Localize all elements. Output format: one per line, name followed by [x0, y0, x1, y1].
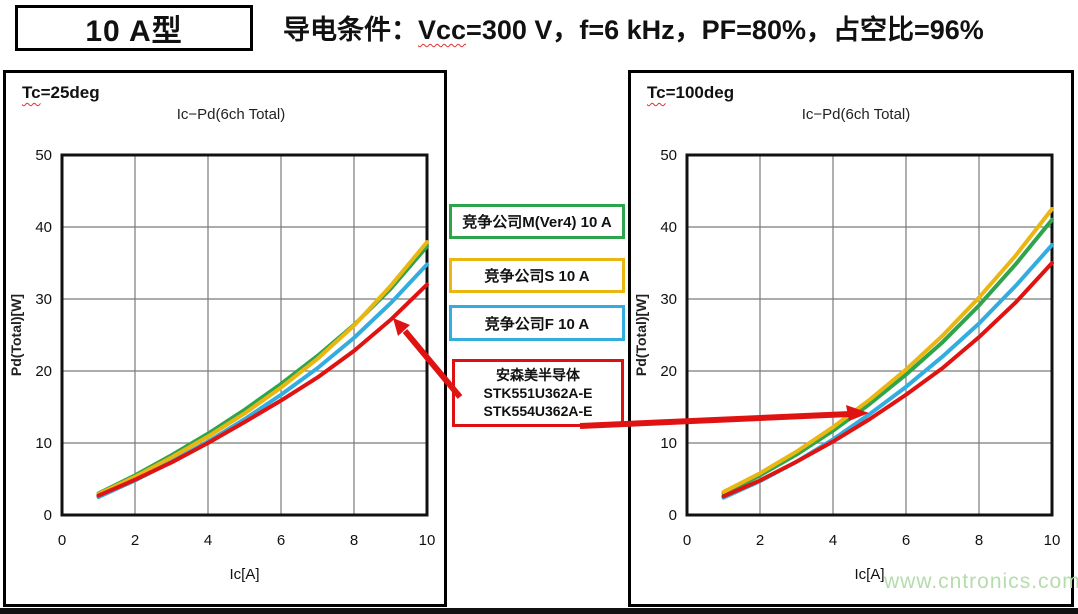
- legend-label: 竞争公司S 10 A: [484, 268, 590, 285]
- legend-item-onsemi: 安森美半导体 STK551U362A-E STK554U362A-E: [452, 359, 624, 427]
- y-axis-label: Pd(Total)[W]: [8, 294, 24, 376]
- y-tick-label: 40: [660, 219, 677, 236]
- series-line: [96, 282, 429, 498]
- y-tick-label: 50: [35, 147, 52, 164]
- conditions-text: 导电条件：Vcc=300 V，f=6 kHz，PF=80%，占空比=96%: [283, 8, 1073, 47]
- legend-item-company-m: 竞争公司M(Ver4) 10 A: [449, 204, 625, 239]
- type-label: 10 A型: [85, 15, 183, 48]
- legend-part-number: STK554U362A-E: [483, 403, 593, 419]
- chart-title-25: Ic−Pd(6ch Total): [176, 106, 286, 123]
- x-tick-label: 8: [975, 532, 983, 549]
- x-tick-label: 4: [204, 532, 212, 549]
- y-tick-label: 20: [660, 363, 677, 380]
- x-axis-label: Ic[A]: [229, 566, 259, 583]
- tc-label-100: Tc=100deg: [647, 83, 734, 103]
- conditions-prefix: 导电条件：: [283, 15, 418, 45]
- legend-label: 竞争公司M(Ver4) 10 A: [462, 214, 612, 231]
- y-tick-label: 30: [35, 291, 52, 308]
- chart-panel-tc25: Tc=25deg Ic−Pd(6ch Total) 0 10 20 30 40 50 0 2 4…: [3, 70, 447, 607]
- plot-frame: [685, 153, 1054, 517]
- line-chart-tc100: 0 10 20 30 40 50 0 2 4 6 8 10 Ic[A] Pd(Total)[W]: [633, 147, 1061, 583]
- chart-title-100: Ic−Pd(6ch Total): [801, 106, 911, 123]
- y-tick-label: 20: [35, 363, 52, 380]
- legend-part-number: STK551U362A-E: [483, 385, 593, 401]
- chart-panel-tc100: Tc=100deg Ic−Pd(6ch Total) 0 10 20 30 40 50 0 2…: [628, 70, 1074, 607]
- legend-item-company-f: 竞争公司F 10 A: [449, 305, 625, 341]
- x-axis-label: Ic[A]: [854, 566, 884, 583]
- x-tick-label: 0: [683, 532, 691, 549]
- y-tick-label: 10: [35, 435, 52, 452]
- series-line: [96, 240, 429, 497]
- watermark: www.cntronics.com: [884, 570, 1078, 593]
- y-tick-label: 50: [660, 147, 677, 164]
- type-badge: 10 A型: [15, 5, 253, 51]
- series-line: [96, 244, 429, 496]
- tc-prefix: Tc: [22, 83, 41, 102]
- x-tick-label: 6: [902, 532, 910, 549]
- y-tick-label: 40: [35, 219, 52, 236]
- y-tick-label: 0: [669, 507, 677, 524]
- x-tick-label: 10: [419, 532, 436, 549]
- x-tick-label: 8: [350, 532, 358, 549]
- series-line: [721, 217, 1054, 496]
- y-tick-label: 10: [660, 435, 677, 452]
- x-tick-label: 2: [131, 532, 139, 549]
- series-line: [721, 207, 1054, 494]
- y-axis-label: Pd(Total)[W]: [633, 294, 649, 376]
- tc-prefix: Tc: [647, 83, 666, 102]
- bottom-border-bar: [0, 608, 1078, 614]
- tc-label-25: Tc=25deg: [22, 83, 100, 103]
- tc-suffix: =25deg: [40, 83, 100, 102]
- conditions-rest: =300 V，f=6 kHz，PF=80%，占空比=96%: [466, 15, 984, 45]
- line-chart-tc25: 0 10 20 30 40 50 0 2 4 6 8 10 Ic[A] Pd(Total)[W]: [8, 147, 436, 583]
- legend-label: 竞争公司F 10 A: [484, 315, 590, 333]
- x-tick-label: 4: [829, 532, 837, 549]
- tc-suffix: =100deg: [665, 83, 735, 102]
- legend-label: 安森美半导体: [496, 367, 580, 383]
- y-tick-label: 30: [660, 291, 677, 308]
- legend-item-company-s: 竞争公司S 10 A: [449, 258, 625, 293]
- x-tick-label: 2: [756, 532, 764, 549]
- x-tick-label: 6: [277, 532, 285, 549]
- x-tick-label: 0: [58, 532, 66, 549]
- series-line: [721, 261, 1054, 499]
- x-tick-label: 10: [1044, 532, 1061, 549]
- conditions-vcc: Vcc: [418, 15, 467, 45]
- y-tick-label: 0: [44, 507, 52, 524]
